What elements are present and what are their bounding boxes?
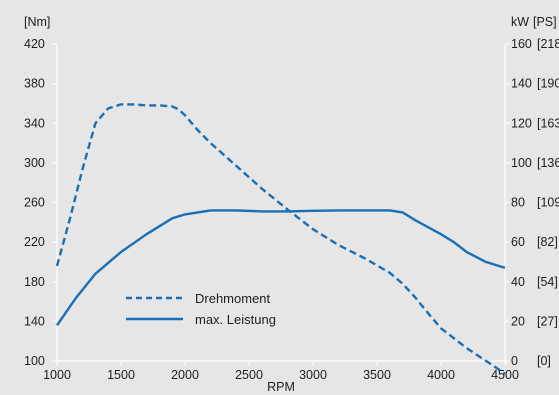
right-axis-ticks: 160 [218] 140 [190] 120 [163] 100 [136] 80 [109] 6…: [505, 37, 559, 368]
left-tick-label: 220: [24, 235, 45, 249]
series-line-max-leistung: [57, 210, 505, 325]
series-layer: [57, 104, 505, 374]
right-tick-label-kw: 0: [511, 354, 518, 368]
left-tick-label: 340: [24, 116, 45, 130]
left-tick-label: 260: [24, 196, 45, 210]
legend-label-max-leistung: max. Leistung: [195, 312, 276, 327]
right-tick-label-kw: 100: [511, 156, 532, 170]
x-tick-label: 1000: [43, 368, 71, 382]
left-tick-label: 300: [24, 156, 45, 170]
left-tick-label: 380: [24, 77, 45, 91]
x-tick-label: 3000: [299, 368, 327, 382]
left-tick-label: 420: [24, 37, 45, 51]
right-tick-label-ps: [54]: [537, 275, 558, 289]
left-axis-ticks: 420 380 340 300 260 220 180 140 100: [24, 37, 57, 368]
right-tick-label-ps: [109]: [537, 196, 559, 210]
x-tick-label: 2500: [235, 368, 263, 382]
left-tick-label: 140: [24, 314, 45, 328]
x-axis-ticks: 1000 1500 2000 2500 3000 3500 4000 4500: [43, 361, 519, 382]
right-tick-label-ps: [136]: [537, 156, 559, 170]
right-tick-label-kw: 60: [511, 235, 525, 249]
x-tick-label: 3500: [363, 368, 391, 382]
right-tick-label-kw: 120: [511, 116, 532, 130]
legend-label-drehmoment: Drehmoment: [195, 291, 271, 306]
right-axis-unit-ps: [PS]: [533, 15, 557, 29]
right-tick-label-kw: 80: [511, 196, 525, 210]
series-line-drehmoment: [57, 104, 505, 374]
right-tick-label-ps: [190]: [537, 77, 559, 91]
right-tick-label-ps: [82]: [537, 235, 558, 249]
right-tick-label-kw: 140: [511, 77, 532, 91]
x-axis-label: RPM: [267, 380, 295, 394]
right-tick-label-kw: 160: [511, 37, 532, 51]
x-tick-label: 2000: [171, 368, 199, 382]
x-tick-label: 4000: [427, 368, 455, 382]
right-tick-label-ps: [0]: [537, 354, 551, 368]
x-tick-label: 4500: [491, 368, 519, 382]
right-tick-label-kw: 40: [511, 275, 525, 289]
left-tick-label: 100: [24, 354, 45, 368]
right-tick-label-ps: [218]: [537, 37, 559, 51]
x-tick-label: 1500: [107, 368, 135, 382]
right-tick-label-ps: [163]: [537, 116, 559, 130]
legend: Drehmoment max. Leistung: [126, 291, 276, 327]
left-tick-label: 180: [24, 275, 45, 289]
right-tick-label-ps: [27]: [537, 314, 558, 328]
right-axis-unit-kw: kW: [511, 15, 529, 29]
left-axis-unit: [Nm]: [24, 15, 50, 29]
right-tick-label-kw: 20: [511, 314, 525, 328]
